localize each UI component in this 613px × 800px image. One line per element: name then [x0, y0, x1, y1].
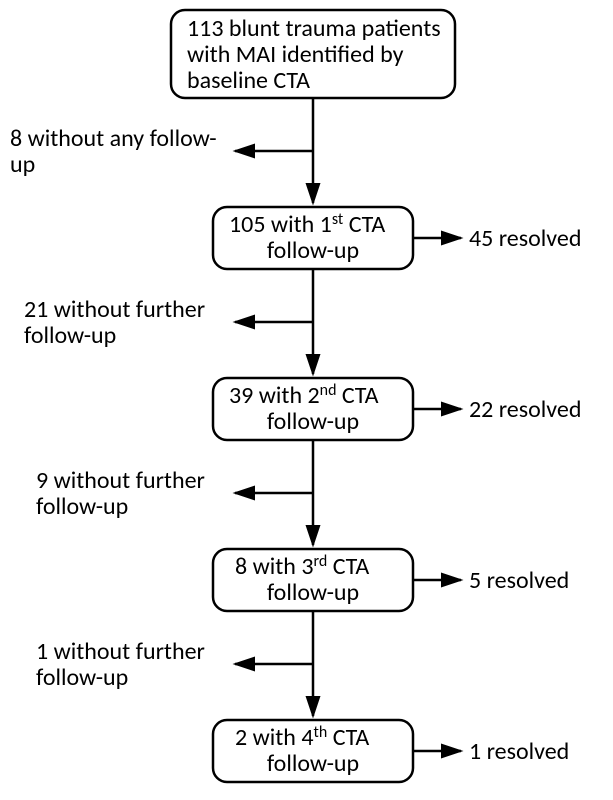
right-3: 5 resolved: [469, 566, 569, 595]
flowchart: 113 blunt trauma patients with MAI ident…: [0, 0, 613, 800]
node-start-line3: baseline CTA: [187, 66, 310, 95]
node-2-line1: 39 with 2nd CTA: [229, 381, 379, 410]
node-1-line1: 105 with 1st CTA: [229, 210, 385, 239]
node-2-line2: follow-up: [267, 407, 359, 436]
left-1-line2: follow-up: [24, 321, 116, 350]
node-4-line1: 2 with 4th CTA: [235, 723, 369, 752]
node-3-line1: 8 with 3rd CTA: [235, 552, 369, 581]
left-2-line2: follow-up: [36, 492, 128, 521]
left-3-line1: 1 without further: [36, 637, 205, 666]
right-1: 45 resolved: [469, 224, 581, 253]
node-3-line2: follow-up: [267, 578, 359, 607]
left-1-line1: 21 without further: [24, 295, 205, 324]
right-4: 1 resolved: [469, 737, 569, 766]
node-4-line2: follow-up: [267, 749, 359, 778]
node-start-line1: 113 blunt trauma patients: [187, 14, 441, 43]
node-1-line2: follow-up: [267, 236, 359, 265]
left-0-line1: 8 without any follow-: [10, 124, 217, 153]
left-2-line1: 9 without further: [36, 466, 205, 495]
left-0-line2: up: [10, 150, 35, 179]
left-3-line2: follow-up: [36, 663, 128, 692]
right-2: 22 resolved: [469, 395, 581, 424]
node-start-line2: with MAI identified by: [187, 40, 404, 69]
